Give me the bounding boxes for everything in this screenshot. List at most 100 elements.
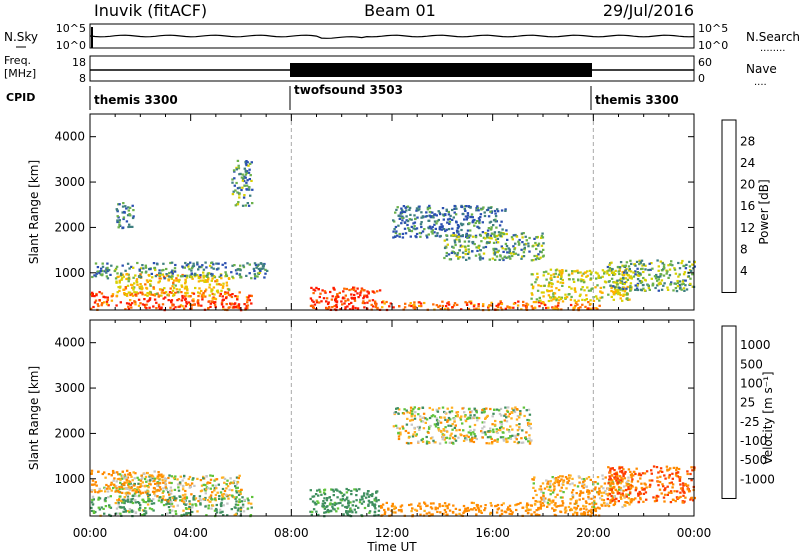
heatmap-cell	[527, 245, 530, 248]
heatmap-cell	[312, 508, 316, 511]
heatmap-cell	[403, 221, 407, 224]
heatmap-cell	[374, 514, 377, 517]
heatmap-cell	[555, 287, 558, 290]
heatmap-cell	[681, 500, 684, 503]
heatmap-cell	[573, 270, 576, 273]
heatmap-cell	[571, 482, 574, 485]
heatmap-cell	[573, 511, 577, 514]
heatmap-cell	[483, 211, 486, 214]
heatmap-cell	[415, 433, 418, 436]
heatmap-cell	[428, 416, 432, 420]
heatmap-cell	[215, 511, 219, 514]
heatmap-cell	[514, 252, 517, 255]
heatmap-cell	[109, 506, 113, 509]
heatmap-cell	[641, 488, 644, 491]
heatmap-cell	[444, 505, 447, 508]
heatmap-cell	[172, 287, 176, 290]
heatmap-cell	[424, 215, 427, 218]
heatmap-cell	[564, 476, 568, 479]
heatmap-cell	[610, 287, 613, 290]
heatmap-cell	[579, 271, 582, 274]
heatmap-cell	[335, 502, 338, 505]
heatmap-cell	[106, 262, 109, 265]
heatmap-cell	[184, 285, 187, 288]
heatmap-cell	[611, 479, 614, 482]
heatmap-cell	[448, 412, 452, 415]
heatmap-cell	[670, 260, 673, 263]
heatmap-cell	[397, 224, 400, 227]
heatmap-cell	[197, 291, 200, 294]
heatmap-cell	[152, 498, 155, 501]
heatmap-cell	[502, 502, 505, 505]
heatmap-cell	[445, 251, 448, 255]
heatmap-cell	[597, 276, 600, 279]
heatmap-cell	[490, 237, 493, 240]
heatmap-cell	[625, 495, 628, 498]
heatmap-cell	[312, 306, 315, 309]
heatmap-cell	[347, 510, 350, 513]
heatmap-cell	[123, 210, 126, 214]
heatmap-cell	[514, 406, 517, 409]
heatmap-cell	[104, 497, 107, 500]
heatmap-cell	[318, 301, 321, 304]
heatmap-cell	[342, 296, 345, 299]
heatmap-cell	[509, 437, 513, 440]
heatmap-cell	[529, 508, 532, 511]
heatmap-cell	[188, 268, 191, 271]
heatmap-cell	[336, 293, 339, 296]
heatmap-cell	[570, 491, 574, 494]
heatmap-cell	[578, 498, 581, 501]
heatmap-cell	[170, 270, 173, 274]
heatmap-cell	[182, 484, 185, 487]
heatmap-cell	[184, 507, 188, 510]
heatmap-cell	[333, 304, 336, 308]
heatmap-cell	[675, 290, 679, 293]
heatmap-cell	[373, 300, 377, 303]
heatmap-cell	[202, 271, 205, 274]
heatmap-cell	[547, 285, 550, 288]
heatmap-cell	[528, 442, 532, 445]
heatmap-cell	[409, 213, 412, 216]
heatmap-cell	[663, 282, 666, 285]
heatmap-cell	[630, 476, 633, 479]
heatmap-cell	[313, 289, 317, 292]
heatmap-cell	[360, 495, 364, 498]
heatmap-cell	[610, 271, 614, 274]
heatmap-cell	[331, 505, 334, 508]
heatmap-cell	[629, 289, 632, 292]
heatmap-cell	[486, 414, 489, 417]
heatmap-cell	[400, 510, 403, 513]
heatmap-cell	[346, 496, 349, 499]
heatmap-cell	[202, 268, 206, 271]
heatmap-cell	[101, 270, 104, 273]
heatmap-cell	[451, 436, 455, 439]
heatmap-cell	[213, 293, 216, 296]
heatmap-cell	[208, 286, 211, 289]
heatmap-cell	[196, 263, 199, 266]
heatmap-cell	[539, 496, 543, 499]
xlabel: Time UT	[366, 540, 417, 554]
heatmap-cell	[615, 479, 618, 482]
heatmap-cell	[464, 301, 467, 304]
heatmap-cell	[248, 168, 251, 171]
heatmap-cell	[161, 499, 164, 502]
heatmap-cell	[411, 514, 414, 517]
heatmap-cell	[193, 484, 196, 487]
heatmap-cell	[676, 279, 679, 283]
heatmap-cell	[187, 477, 190, 481]
heatmap-cell	[469, 411, 472, 414]
heatmap-cell	[430, 507, 434, 510]
heatmap-cell	[93, 483, 96, 486]
heatmap-cell	[357, 296, 360, 299]
heatmap-cell	[367, 504, 370, 507]
heatmap-cell	[616, 490, 619, 493]
heatmap-cell	[260, 267, 263, 270]
heatmap-cell	[124, 286, 127, 289]
heatmap-cell	[167, 279, 170, 282]
heatmap-cell	[585, 477, 589, 480]
heatmap-cell	[334, 295, 338, 298]
heatmap-cell	[521, 441, 525, 444]
heatmap-cell	[627, 468, 631, 471]
heatmap-cell	[435, 304, 438, 307]
heatmap-cell	[666, 286, 669, 289]
